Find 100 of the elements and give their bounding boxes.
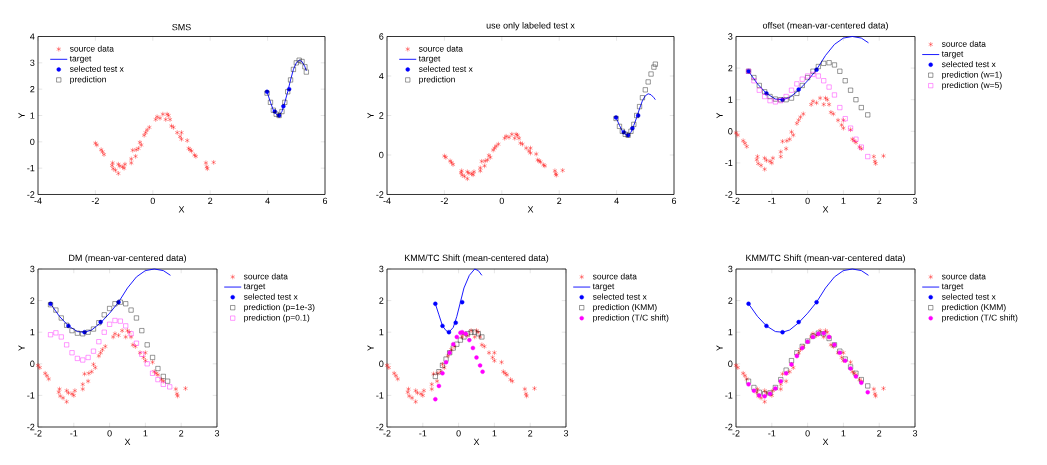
- x-tick-label: 0: [805, 430, 810, 437]
- x-tick-label: -1: [768, 197, 776, 204]
- x-tick-label: 3: [912, 430, 918, 437]
- y-tick-label: 2: [728, 297, 733, 304]
- x-tick-label: 6: [671, 197, 677, 205]
- y-tick-label: -2: [27, 423, 35, 431]
- y-tick-label: -1: [27, 165, 35, 172]
- y-tick-label: 6: [379, 33, 384, 40]
- y-tick-label: 0: [30, 360, 35, 367]
- x-tick-label: -1: [419, 430, 427, 437]
- legend-label: prediction (w=5): [942, 81, 1002, 90]
- y-tick-label: 3: [30, 59, 35, 67]
- legend-label: source data: [941, 273, 986, 280]
- y-tick-label: 1: [728, 329, 733, 336]
- x-axis-title: X: [822, 206, 829, 213]
- legend-label: selected test x: [243, 293, 298, 300]
- y-axis-title: Y: [716, 112, 723, 119]
- legend-label: prediction: [419, 76, 455, 85]
- y-axis-title: Y: [367, 345, 374, 351]
- x-tick-label: 2: [208, 197, 213, 204]
- legend-label: source data: [243, 273, 288, 280]
- x-tick-label: 6: [322, 197, 328, 205]
- y-tick-label: -2: [725, 191, 733, 198]
- legend-label: prediction: [70, 76, 106, 85]
- legend-label: prediction (p=1e-3): [244, 303, 315, 312]
- legend-label: target: [941, 51, 964, 59]
- x-axis-title: X: [473, 438, 480, 445]
- y-axis-title: Y: [18, 345, 25, 351]
- y-tick-label: 2: [728, 64, 733, 72]
- chart-title: SMS: [172, 23, 191, 31]
- legend-label: selected test x: [69, 65, 124, 72]
- legend-label: source data: [69, 45, 114, 52]
- x-axis-title: X: [124, 438, 131, 445]
- x-tick-label: 1: [492, 430, 497, 437]
- y-tick-label: 3: [30, 265, 35, 273]
- x-tick-label: 3: [563, 430, 569, 437]
- legend-label: prediction (KMM): [942, 303, 1006, 312]
- y-tick-label: 0: [728, 128, 733, 135]
- x-tick-label: 2: [557, 197, 562, 204]
- x-axis-title: X: [178, 206, 185, 213]
- y-tick-label: 4: [379, 72, 384, 80]
- x-tick-label: -2: [91, 197, 99, 204]
- chart-title: offset (mean-var-centered data): [762, 21, 888, 31]
- x-tick-label: 2: [179, 430, 184, 437]
- legend-label: source data: [418, 45, 463, 52]
- x-tick-label: 1: [841, 430, 846, 437]
- y-tick-label: 3: [379, 265, 384, 273]
- legend-label: prediction (T/C shift): [593, 314, 669, 323]
- legend-label: source data: [941, 40, 986, 47]
- x-tick-label: 1: [841, 197, 846, 204]
- x-tick-label: 3: [214, 430, 220, 437]
- legend-label: source data: [592, 273, 637, 280]
- legend-label: selected test x: [941, 293, 996, 300]
- x-tick-label: 0: [107, 430, 112, 437]
- x-tick-label: -2: [440, 197, 448, 204]
- legend-label: selected test x: [418, 65, 473, 72]
- y-tick-label: -2: [27, 191, 35, 198]
- x-tick-label: -4: [383, 197, 391, 204]
- chart-title: use only labeled test x: [486, 21, 575, 31]
- legend-label: target: [592, 283, 615, 291]
- y-axis-title: Y: [716, 345, 723, 351]
- legend-label: target: [243, 283, 266, 291]
- x-tick-label: 1: [143, 430, 148, 437]
- y-tick-label: 0: [379, 151, 384, 159]
- y-tick-label: 1: [379, 329, 384, 336]
- legend-label: prediction (KMM): [593, 303, 657, 312]
- x-tick-label: 0: [456, 430, 461, 437]
- y-tick-label: -2: [376, 423, 384, 431]
- x-tick-label: 2: [877, 197, 882, 204]
- x-tick-label: 4: [265, 197, 270, 204]
- y-tick-label: 4: [30, 33, 35, 40]
- legend-label: selected test x: [941, 60, 996, 68]
- chart-title: KMM/TC Shift (mean-centered data): [404, 254, 549, 263]
- y-tick-label: 0: [379, 360, 384, 367]
- x-tick-label: 2: [528, 430, 533, 437]
- x-axis-title: X: [527, 206, 534, 213]
- y-tick-label: 3: [728, 265, 733, 273]
- y-tick-label: 1: [728, 96, 733, 103]
- x-tick-label: 0: [805, 197, 810, 205]
- x-tick-label: 3: [912, 197, 918, 205]
- legend-label: target: [418, 55, 441, 64]
- y-axis-title: Y: [18, 112, 25, 119]
- y-tick-label: 2: [30, 297, 35, 304]
- legend-label: selected test x: [592, 293, 647, 300]
- x-tick-label: -1: [768, 430, 776, 437]
- y-tick-label: -1: [725, 392, 733, 399]
- legend-label: target: [69, 55, 92, 64]
- x-axis-title: X: [822, 438, 829, 445]
- x-tick-label: 0: [499, 197, 504, 205]
- y-tick-label: -1: [725, 159, 733, 166]
- y-tick-label: -1: [27, 392, 35, 399]
- y-tick-label: -1: [376, 392, 384, 399]
- x-tick-label: 2: [877, 430, 882, 437]
- y-tick-label: 1: [30, 329, 35, 336]
- x-tick-label: -4: [34, 197, 42, 204]
- y-tick-label: -2: [376, 191, 384, 198]
- legend-label: prediction (p=0.1): [244, 314, 310, 323]
- legend-label: prediction (w=1): [942, 71, 1002, 80]
- y-tick-label: 2: [30, 86, 35, 93]
- y-tick-label: 2: [379, 112, 384, 119]
